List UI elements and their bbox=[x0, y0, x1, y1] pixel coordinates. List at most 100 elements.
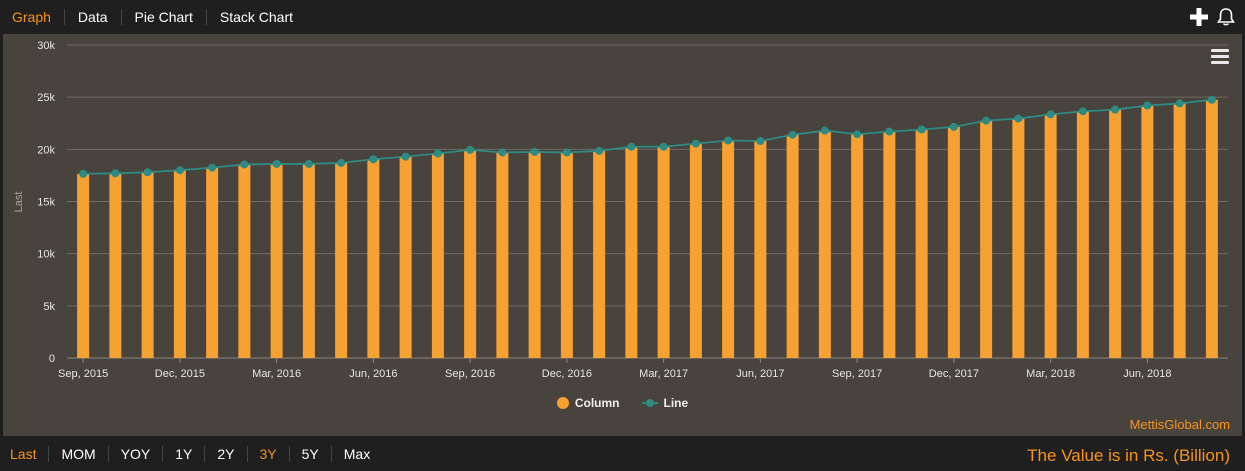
line-point[interactable] bbox=[208, 163, 217, 172]
bar[interactable] bbox=[786, 134, 799, 358]
tab-stack-chart[interactable]: Stack Chart bbox=[205, 9, 306, 25]
range-toolbar: Last MOM YOY 1Y 2Y 3Y 5Y Max bbox=[0, 436, 1245, 471]
line-point[interactable] bbox=[304, 159, 313, 168]
line-point[interactable] bbox=[917, 125, 926, 134]
line-point[interactable] bbox=[1078, 107, 1087, 116]
y-tick-label: 30k bbox=[37, 40, 55, 52]
line-point[interactable] bbox=[433, 149, 442, 158]
bar[interactable] bbox=[593, 150, 606, 358]
bell-icon[interactable] bbox=[1217, 7, 1235, 27]
top-icons bbox=[1189, 7, 1235, 27]
line-point[interactable] bbox=[143, 168, 152, 177]
bar[interactable] bbox=[464, 149, 477, 358]
bar[interactable] bbox=[1076, 111, 1089, 358]
bar[interactable] bbox=[722, 140, 735, 358]
bar[interactable] bbox=[302, 163, 315, 358]
bar[interactable] bbox=[625, 146, 638, 358]
bar[interactable] bbox=[1205, 99, 1218, 359]
bar[interactable] bbox=[1044, 114, 1057, 358]
line-point[interactable] bbox=[627, 142, 636, 151]
unit-note: The Value is in Rs. (Billion) bbox=[1027, 446, 1230, 465]
range-max[interactable]: Max bbox=[330, 445, 382, 462]
bar[interactable] bbox=[238, 164, 251, 358]
legend-item-column[interactable]: Column bbox=[556, 396, 620, 410]
bar[interactable] bbox=[915, 129, 928, 358]
bar[interactable] bbox=[657, 146, 670, 358]
bar[interactable] bbox=[77, 173, 90, 358]
line-point[interactable] bbox=[466, 145, 475, 154]
line-point[interactable] bbox=[1175, 99, 1184, 108]
line-point[interactable] bbox=[498, 148, 507, 157]
range-2y[interactable]: 2Y bbox=[204, 445, 246, 462]
line-point[interactable] bbox=[111, 169, 120, 178]
line-point[interactable] bbox=[885, 127, 894, 136]
line-point[interactable] bbox=[272, 159, 281, 168]
tab-data[interactable]: Data bbox=[63, 9, 121, 25]
bar[interactable] bbox=[980, 120, 993, 359]
range-1y[interactable]: 1Y bbox=[162, 445, 204, 462]
line-point[interactable] bbox=[595, 146, 604, 155]
bar[interactable] bbox=[754, 140, 767, 358]
bar[interactable] bbox=[270, 163, 283, 358]
line-point[interactable] bbox=[175, 166, 184, 175]
bar[interactable] bbox=[173, 170, 186, 358]
bar[interactable] bbox=[367, 159, 380, 358]
tab-pie-chart[interactable]: Pie Chart bbox=[120, 9, 206, 25]
line-point[interactable] bbox=[949, 122, 958, 131]
bar[interactable] bbox=[141, 172, 154, 358]
legend-column-marker bbox=[556, 397, 569, 409]
line-point[interactable] bbox=[1111, 105, 1120, 114]
line-point[interactable] bbox=[1207, 95, 1216, 104]
line-point[interactable] bbox=[1046, 110, 1055, 119]
line-point[interactable] bbox=[691, 139, 700, 148]
legend-label-line: Line bbox=[663, 396, 689, 410]
line-point[interactable] bbox=[530, 147, 539, 156]
line-point[interactable] bbox=[853, 130, 862, 139]
x-tick-label: Mar, 2017 bbox=[639, 368, 688, 380]
x-tick-label: Jun, 2016 bbox=[349, 368, 397, 380]
range-yoy[interactable]: YOY bbox=[107, 445, 163, 462]
bar[interactable] bbox=[528, 151, 541, 358]
line-point[interactable] bbox=[724, 136, 733, 145]
range-3y[interactable]: 3Y bbox=[246, 445, 289, 462]
line-point[interactable] bbox=[369, 155, 378, 164]
line-point[interactable] bbox=[1143, 101, 1152, 110]
chart-menu-button[interactable] bbox=[1208, 47, 1232, 67]
line-point[interactable] bbox=[788, 130, 797, 139]
bar[interactable] bbox=[206, 167, 219, 358]
line-point[interactable] bbox=[240, 160, 249, 169]
line-point[interactable] bbox=[756, 136, 765, 145]
line-point[interactable] bbox=[982, 116, 991, 125]
bar[interactable] bbox=[560, 152, 573, 358]
bar[interactable] bbox=[335, 162, 348, 358]
range-5y[interactable]: 5Y bbox=[288, 445, 331, 462]
line-point[interactable] bbox=[820, 126, 829, 135]
bar[interactable] bbox=[1012, 118, 1025, 359]
range-last[interactable]: Last bbox=[10, 445, 37, 462]
bar[interactable] bbox=[399, 156, 412, 358]
chart-legend: Column Line bbox=[3, 396, 1242, 410]
bar[interactable] bbox=[1109, 109, 1122, 358]
bar[interactable] bbox=[947, 126, 960, 358]
hamburger-line bbox=[1211, 55, 1229, 58]
line-point[interactable] bbox=[1014, 114, 1023, 123]
bar[interactable] bbox=[883, 131, 896, 358]
legend-item-line[interactable]: Line bbox=[641, 396, 689, 410]
bar[interactable] bbox=[431, 153, 444, 358]
bar[interactable] bbox=[689, 143, 702, 358]
line-point[interactable] bbox=[401, 152, 410, 161]
bar[interactable] bbox=[496, 152, 509, 358]
bar[interactable] bbox=[1141, 105, 1154, 358]
bar[interactable] bbox=[851, 134, 864, 358]
bar[interactable] bbox=[818, 130, 831, 358]
line-point[interactable] bbox=[337, 158, 346, 167]
plus-icon[interactable] bbox=[1189, 7, 1209, 27]
bar[interactable] bbox=[109, 173, 122, 358]
range-mom[interactable]: MOM bbox=[48, 445, 107, 462]
line-point[interactable] bbox=[79, 169, 88, 178]
bar[interactable] bbox=[1173, 103, 1186, 358]
source-credit: MettisGlobal.com bbox=[1129, 417, 1230, 432]
tab-graph[interactable]: Graph bbox=[12, 9, 51, 25]
line-point[interactable] bbox=[659, 142, 668, 151]
line-point[interactable] bbox=[562, 148, 571, 157]
